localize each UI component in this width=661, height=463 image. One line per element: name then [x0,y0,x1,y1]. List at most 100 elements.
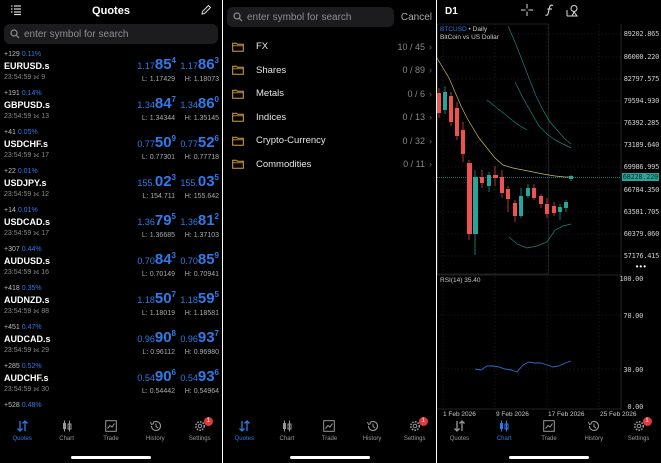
ask-price[interactable]: 0.96937 [180,329,219,346]
timeframe-button[interactable]: D1 [445,6,458,17]
tab-bar: Quotes Chart Trade History Settings 1 [223,417,436,446]
ask-price[interactable]: 1.34860 [180,95,219,112]
ask-price[interactable]: 1.36812 [180,212,219,229]
quote-row[interactable]: +41 0.05% USDCHF.s 23:54:59 ⟗ 17 0.77509 0.7… [0,128,222,167]
tab-chart[interactable]: Chart [47,420,87,446]
change-percent: 0.01% [17,207,38,214]
chart-symbol[interactable]: BTCUSD [440,26,467,33]
search-input[interactable]: enter symbol for search [4,24,218,44]
ask-pips: 93 [197,329,215,346]
tab-history[interactable]: History [574,420,614,446]
quote-row[interactable]: +418 0.35% AUDNZD.s 23:54:59 ⟗ 88 1.18507 1.… [0,284,222,323]
ask-price[interactable]: 155.035 [180,173,219,190]
quote-row[interactable]: +307 0.44% AUDUSD.s 23:54:59 ⟗ 16 0.70843 0.… [0,245,222,284]
spread-icon: ⟗ [33,74,40,81]
quote-time: 23:54:59 ⟗ 9 [4,74,45,82]
crosshair-icon[interactable] [521,4,533,16]
bid-pips: 84 [154,95,172,112]
bid-price[interactable]: 0.96908 [137,329,176,346]
category-metals[interactable]: Metals 0 / 6 › [223,82,436,106]
indicators-f-icon[interactable] [544,4,556,16]
tab-label: Settings [627,436,650,442]
category-indices[interactable]: Indices 0 / 13 › [223,106,436,130]
folder-icon [232,159,244,170]
spread-icon: ⟗ [33,191,40,198]
tab-settings[interactable]: Settings 1 [619,417,659,446]
ask-price[interactable]: 1.17863 [180,56,219,73]
tab-chart[interactable]: Chart [484,420,524,446]
spread-icon: ⟗ [33,308,40,315]
tab-trade[interactable]: Trade [309,420,349,446]
quotes-list[interactable]: +129 0.11% EURUSD.s 23:54:59 ⟗ 9 1.17854 1.1… [0,50,222,440]
quote-row[interactable]: +528 0.48% [0,401,222,440]
high-price: H: 1.37103 [184,232,219,239]
list-icon[interactable] [10,4,22,16]
bid-price[interactable]: 1.17854 [137,56,176,73]
page-title: Quotes [92,5,130,17]
quote-row[interactable]: +191 0.14% GBPUSD.s 23:54:59 ⟗ 13 1.34847 1.… [0,89,222,128]
spread-value: 29 [41,347,50,354]
ask-fraction: 5 [214,290,219,299]
time-value: 23:54:59 [4,191,32,198]
bid-price[interactable]: 1.34847 [137,95,176,112]
tab-settings[interactable]: Settings 1 [180,417,220,446]
tab-history[interactable]: History [135,420,175,446]
tab-trade[interactable]: Trade [91,420,131,446]
category-fx[interactable]: FX 10 / 45 › [223,35,436,59]
pencil-icon[interactable] [200,4,212,16]
symbol-search-input[interactable]: enter symbol for search [227,7,394,27]
time-value: 23:54:59 [4,152,32,159]
tab-chart[interactable]: Chart [267,420,307,446]
quote-row[interactable]: +451 0.47% AUDCAD.s 23:54:59 ⟗ 29 0.96908 0.… [0,323,222,362]
bid-fraction: 9 [171,134,176,143]
change-points: +418 [4,285,20,292]
quote-time: 23:54:59 ⟗ 12 [4,191,49,199]
ask-pips: 03 [197,173,215,190]
folder-icon [232,89,244,99]
chart-symbol-info: BTCUSD • Daily BitCoin vs US Dollar [440,26,499,41]
category-crypto-currency[interactable]: Crypto-Currency 0 / 32 › [223,129,436,153]
ask-price[interactable]: 0.54936 [180,368,219,385]
tab-settings[interactable]: Settings 1 [395,417,435,446]
history-clock-icon [149,420,162,436]
high-price: H: 1.18073 [184,76,219,83]
bid-fraction: 4 [171,56,176,65]
quote-row[interactable]: +129 0.11% EURUSD.s 23:54:59 ⟗ 9 1.17854 1.1… [0,50,222,89]
ask-price[interactable]: 1.18595 [180,290,219,307]
category-name: Crypto-Currency [256,135,326,147]
quote-row[interactable]: +22 0.01% USDJPY.s 23:54:59 ⟗ 12 155.023 155… [0,167,222,206]
bid-price[interactable]: 0.54906 [137,368,176,385]
ask-price[interactable]: 0.70859 [180,251,219,268]
quote-row[interactable]: +285 0.52% AUDCHF.s 23:54:59 ⟗ 30 0.54906 0.… [0,362,222,401]
quotes-arrows-icon [453,420,466,436]
bid-price[interactable]: 155.023 [137,173,176,190]
tab-history[interactable]: History [352,420,392,446]
category-commodities[interactable]: Commodities 0 / 11 › [223,153,436,177]
bid-price[interactable]: 1.36795 [137,212,176,229]
tab-quotes[interactable]: Quotes [224,420,264,446]
more-icon[interactable]: ••• [635,262,647,271]
high-price: H: 0.77718 [184,154,219,161]
bid-price[interactable]: 1.18507 [137,290,176,307]
home-indicator [71,456,151,459]
gear-icon [194,420,206,436]
tab-quotes[interactable]: Quotes [439,420,479,446]
quote-row[interactable]: +14 0.01% USDCAD.s 23:54:59 ⟗ 17 1.36795 1.3… [0,206,222,245]
ask-price[interactable]: 0.77526 [180,134,219,151]
category-shares[interactable]: Shares 0 / 89 › [223,59,436,83]
price-chart[interactable] [437,22,661,417]
cancel-button[interactable]: Cancel [400,11,432,23]
price-label: 69986.995 [623,163,660,171]
bid-pips: 90 [154,329,172,346]
search-placeholder: enter symbol for search [247,11,352,23]
tab-quotes[interactable]: Quotes [2,420,42,446]
objects-shapes-icon[interactable] [566,4,579,17]
price-label: 89202.865 [623,30,660,38]
chevron-right-icon: › [429,112,432,123]
bid-price[interactable]: 0.77509 [137,134,176,151]
bid-pips: 90 [154,368,172,385]
change: +191 0.14% [4,90,42,97]
bid-fraction: 7 [171,290,176,299]
bid-price[interactable]: 0.70843 [137,251,176,268]
tab-trade[interactable]: Trade [529,420,569,446]
